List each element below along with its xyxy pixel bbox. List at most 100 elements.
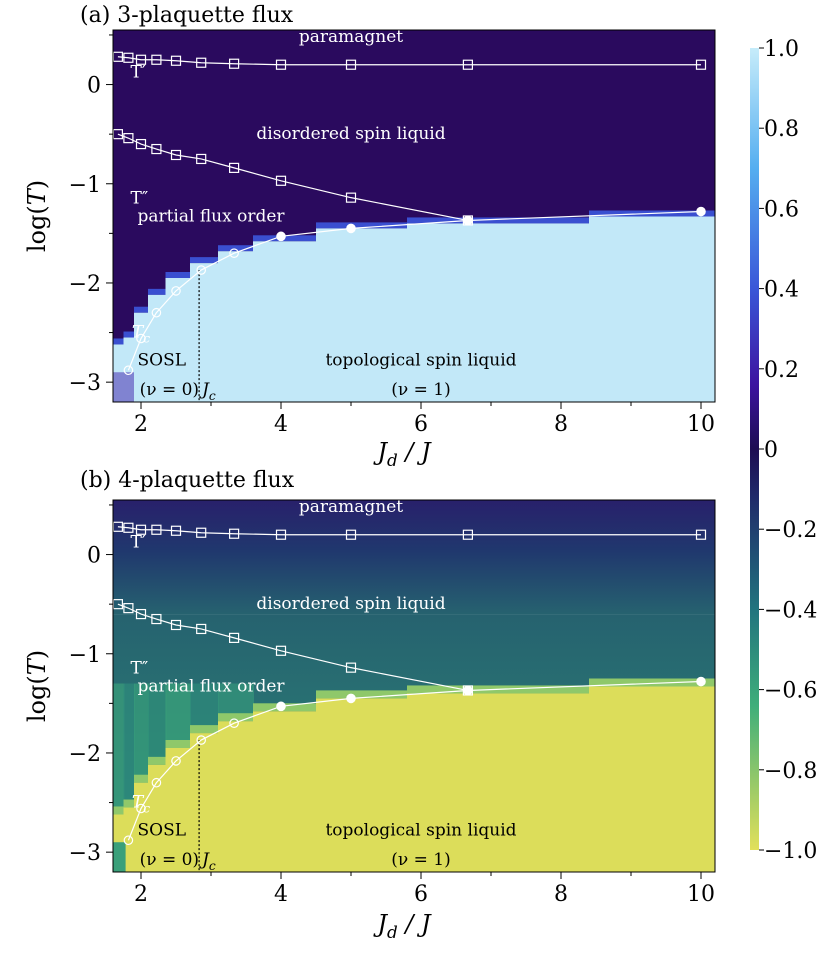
data-point	[170, 525, 182, 536]
partial-order-stripe	[113, 683, 125, 872]
data-point	[196, 527, 207, 538]
label-nu1: (ν = 1)	[391, 380, 450, 400]
label-t-double-prime: T″	[131, 189, 149, 209]
axes-frame	[112, 29, 716, 403]
colorbar-gradient	[750, 48, 759, 850]
data-point	[151, 54, 162, 65]
data-point	[276, 701, 286, 712]
colorbar-tick-label: −0.4	[764, 598, 817, 623]
label-sosl: SOSL	[138, 350, 187, 370]
ordered-column	[316, 228, 408, 402]
label-disordered-spin-liquid: disordered spin liquid	[256, 124, 445, 144]
label-tc: Tc	[132, 793, 150, 816]
y-tick-label: −3	[69, 371, 101, 396]
series-line-1	[117, 603, 469, 692]
transition-band	[316, 690, 408, 699]
ordered-column	[218, 251, 254, 402]
data-point	[123, 603, 134, 614]
sosl-shade	[113, 842, 126, 872]
transition-band	[589, 678, 715, 687]
transition-band	[190, 725, 219, 734]
label-tc: Tc	[132, 323, 150, 346]
data-point	[170, 149, 182, 161]
transition-band	[190, 257, 219, 264]
data-point	[151, 613, 162, 625]
label-topological-spin-liquid: topological spin liquid	[325, 820, 516, 840]
data-point	[275, 59, 287, 70]
transition-band	[165, 272, 191, 278]
colorbar-tick-label: 0.6	[764, 197, 799, 222]
data-point	[170, 55, 182, 66]
transition-band	[123, 331, 135, 338]
data-point	[275, 175, 287, 186]
panel-title: (b) 4-plaquette flux	[80, 468, 295, 493]
ordered-column	[589, 216, 715, 402]
axes-frame	[112, 499, 716, 873]
data-point	[151, 777, 162, 788]
y-tick-label: −3	[69, 841, 101, 866]
data-point	[462, 529, 473, 540]
label-t-prime: T′	[131, 533, 146, 553]
data-point	[135, 608, 147, 620]
y-axis-label: log(T)	[23, 180, 51, 252]
data-point	[696, 206, 706, 217]
transition-band	[148, 288, 167, 295]
y-axis-label: log(T)	[23, 650, 51, 722]
label-disordered-spin-liquid: disordered spin liquid	[256, 594, 445, 614]
label-jc: Jc	[199, 850, 216, 873]
ordered-region	[113, 678, 715, 872]
data-point	[151, 524, 162, 535]
series-line-1	[117, 133, 469, 222]
data-point	[229, 528, 240, 539]
x-tick-label: 4	[274, 882, 288, 907]
x-tick-label: 8	[554, 412, 568, 437]
data-point	[196, 735, 206, 745]
heatmap	[113, 30, 715, 402]
data-point	[229, 58, 240, 69]
data-point	[123, 522, 134, 533]
data-point	[196, 265, 206, 275]
ordered-column	[218, 721, 254, 872]
sosl-shade	[113, 372, 134, 402]
data-point	[229, 632, 240, 643]
ordered-column	[589, 686, 715, 872]
ordered-column	[316, 698, 408, 872]
partial-order-stripe	[123, 683, 135, 872]
x-axis-label: Jd / J	[372, 438, 432, 470]
label-paramagnet: paramagnet	[299, 497, 403, 517]
y-tick-label: −1	[69, 643, 101, 668]
data-point	[196, 153, 207, 165]
label-nu0: (ν = 0)	[140, 850, 199, 870]
data-point	[696, 676, 706, 687]
data-point	[123, 133, 134, 144]
colorbar-tick-label: −1.0	[764, 839, 817, 864]
transition-band	[134, 774, 149, 783]
data-point	[196, 623, 207, 635]
panel-title: (a) 3-plaquette flux	[80, 3, 294, 28]
series-line-2	[127, 210, 702, 371]
label-t-double-prime: T″	[131, 659, 149, 679]
data-point	[196, 57, 207, 68]
data-point	[135, 138, 147, 150]
data-point	[123, 365, 134, 376]
data-point	[123, 52, 134, 63]
label-nu1: (ν = 1)	[391, 850, 450, 870]
colorbar-tick-label: −0.8	[764, 759, 817, 784]
data-point	[276, 231, 286, 242]
transition-band	[165, 740, 191, 748]
data-point	[151, 307, 162, 318]
ordered-column	[253, 711, 317, 872]
data-point	[345, 529, 357, 540]
transition-band	[407, 217, 590, 224]
label-partial-flux-order: partial flux order	[137, 676, 285, 696]
disordered-region	[113, 500, 715, 615]
colorbar-tick-label: 0	[764, 438, 778, 463]
heatmap	[113, 500, 715, 872]
transition-band	[134, 306, 149, 313]
label-t-prime: T′	[131, 63, 146, 83]
y-tick-label: 0	[87, 74, 101, 99]
x-tick-label: 4	[274, 412, 288, 437]
transition-band	[113, 806, 125, 815]
